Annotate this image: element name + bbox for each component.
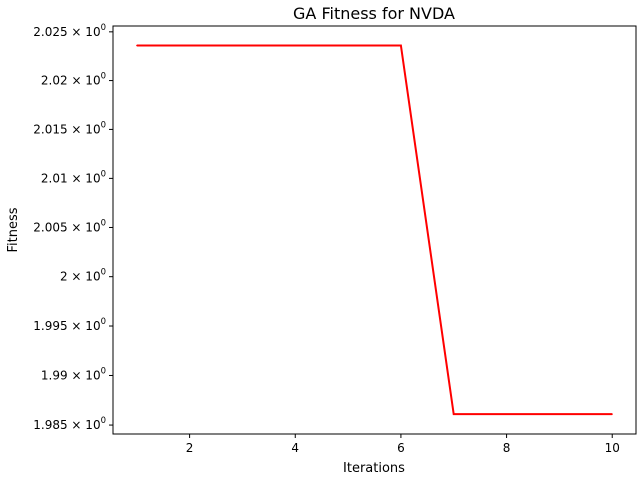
y-tick-label: 2.025 × 100 (33, 23, 106, 39)
chart-title: GA Fitness for NVDA (293, 4, 455, 23)
data-point (347, 44, 349, 47)
x-axis-ticks: 2 4 6 8 10 (186, 434, 620, 455)
data-point (558, 413, 560, 415)
x-tick-label: 10 (605, 441, 620, 455)
y-tick-label: 2 × 100 (60, 268, 106, 284)
x-tick-label: 8 (503, 441, 511, 455)
data-point (294, 44, 296, 47)
x-tick-label: 4 (291, 441, 299, 455)
data-point (189, 44, 191, 47)
data-point (611, 413, 613, 415)
y-tick-label: 2.02 × 100 (41, 72, 106, 88)
y-axis-label: Fitness (6, 207, 21, 252)
data-point (136, 44, 138, 47)
data-point (400, 44, 402, 47)
x-tick-label: 2 (186, 441, 194, 455)
plot-frame (112, 25, 637, 435)
y-tick-label: 2.005 × 100 (33, 218, 106, 234)
y-axis-ticks: 2.025 × 100 2.02 × 100 2.015 × 100 2.01 × 1… (33, 23, 113, 432)
y-tick-label: 1.985 × 100 (33, 416, 106, 432)
y-tick-label: 1.995 × 100 (33, 317, 106, 333)
series-layer (136, 44, 613, 416)
y-tick-label: 2.015 × 100 (33, 120, 106, 136)
y-tick-label: 2.01 × 100 (41, 169, 106, 185)
y-tick-label: 1.99 × 100 (41, 366, 106, 382)
data-point (453, 413, 455, 415)
data-point (505, 413, 508, 415)
data-point (241, 44, 244, 47)
x-axis-label: Iterations (343, 461, 405, 476)
series-line (136, 44, 613, 416)
plot-area (113, 26, 636, 434)
x-tick-label: 6 (397, 441, 405, 455)
